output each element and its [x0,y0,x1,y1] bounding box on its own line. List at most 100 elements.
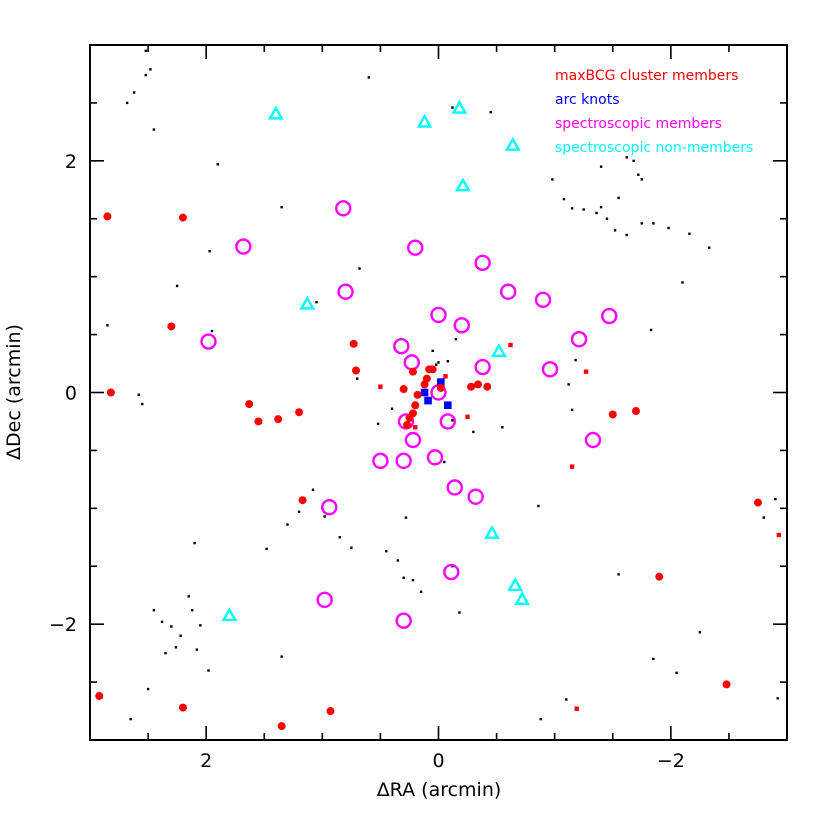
legend-entry: maxBCG cluster members [555,68,738,84]
maxbcg-cluster-members-small-point-2 [508,342,513,348]
maxbcg-cluster-members-point-11 [95,691,104,700]
maxbcg-cluster-members-point-29 [473,380,482,389]
field-galaxies-point-31 [265,547,268,551]
maxbcg-cluster-members-point-27 [467,382,476,391]
spectroscopic-members-point-29 [395,612,412,629]
field-galaxies-point-94 [539,717,542,721]
maxbcg-cluster-members-point-32 [655,572,664,581]
field-galaxies-point-66 [632,159,635,163]
field-galaxies-point-69 [617,196,620,200]
field-galaxies-point-93 [565,698,568,701]
field-galaxies-point-49 [454,338,458,341]
field-galaxies-point-53 [501,426,504,429]
field-galaxies-point-57 [367,76,370,79]
field-galaxies-point-14 [315,300,318,304]
field-galaxies-point-68 [640,178,643,181]
field-galaxies-point-44 [376,422,380,425]
maxbcg-cluster-members-point-34 [753,498,762,507]
field-galaxies-point-17 [152,609,156,612]
spectroscopic-members-point-22 [426,449,444,466]
spectroscopic-members-point-5 [500,283,517,300]
maxbcg-cluster-members-point-17 [413,390,422,399]
maxbcg-cluster-members-small-point-0 [378,384,383,389]
maxbcg-cluster-members-point-18 [411,401,420,410]
maxbcg-cluster-members-point-31 [631,407,640,416]
arc-knots-point-2 [437,378,445,386]
field-galaxies-point-24 [191,609,194,612]
field-galaxies-point-15 [358,267,361,270]
maxbcg-cluster-members-point-12 [178,703,187,712]
spectroscopic-non-members-point-4 [454,177,471,192]
field-galaxies-point-11 [280,205,283,209]
field-galaxies-point-42 [404,516,408,519]
spectroscopic-non-members-point-10 [221,607,238,622]
spectroscopic-members-point-11 [601,307,618,325]
spectroscopic-members-point-21 [395,452,412,470]
y-tick-label: −2 [49,614,77,636]
spectroscopic-members-point-23 [446,479,463,496]
maxbcg-cluster-members-point-10 [298,496,307,505]
field-galaxies-point-92 [776,697,779,700]
field-galaxies-point-25 [199,624,202,627]
field-galaxies-point-32 [286,523,289,526]
maxbcg-cluster-members-point-8 [349,339,358,348]
field-galaxies-point-96 [338,536,341,539]
field-galaxies-point-39 [402,576,405,580]
spectroscopic-non-members-point-3 [504,136,521,151]
field-galaxies-point-40 [411,578,415,582]
field-galaxies-point-85 [537,504,540,508]
maxbcg-cluster-members-point-28 [483,382,492,391]
x-tick-label: −2 [657,750,685,772]
maxbcg-cluster-members-small-point-7 [413,425,418,430]
field-galaxies-point-7 [137,393,140,397]
spectroscopic-members-point-10 [570,331,588,348]
field-galaxies-point-4 [125,101,129,105]
maxbcg-cluster-members-small-point-1 [465,414,470,420]
field-galaxies-point-47 [446,360,449,363]
field-galaxies-point-48 [431,349,434,352]
field-galaxies-point-0 [144,49,147,52]
x-tick-label: 0 [432,750,444,772]
field-galaxies-point-54 [443,460,446,464]
data-marks [95,49,782,731]
field-galaxies-point-27 [207,669,210,672]
x-axis-label: ΔRA (arcmin) [377,779,502,801]
arc-knots-point-3 [443,401,452,410]
field-galaxies-point-86 [617,573,620,576]
field-galaxies-point-75 [640,222,643,225]
spectroscopic-non-members-point-8 [507,576,524,592]
field-galaxies-point-30 [280,655,283,658]
field-galaxies-point-62 [582,208,585,211]
field-galaxies-point-60 [551,178,554,181]
y-axis-label: ΔDec (arcmin) [3,324,25,460]
arc-knots-point-1 [424,396,432,405]
field-galaxies-point-52 [472,430,475,434]
maxbcg-cluster-members-point-33 [722,680,731,689]
spectroscopic-members-point-25 [321,498,338,516]
spectroscopic-members-point-6 [534,291,552,309]
y-tick-label: 2 [65,151,77,173]
axis-ticks [90,45,787,740]
maxbcg-cluster-members-point-26 [436,383,445,392]
field-galaxies-point-71 [595,211,598,215]
field-galaxies-point-64 [599,165,603,168]
maxbcg-cluster-members-point-20 [405,413,414,422]
field-galaxies-point-26 [195,648,199,651]
field-galaxies-point-23 [187,595,190,598]
maxbcg-cluster-members-point-21 [403,420,412,429]
spectroscopic-members-point-0 [335,200,352,217]
maxbcg-cluster-members-point-16 [408,367,417,376]
field-galaxies-point-78 [688,232,691,236]
maxbcg-cluster-members-point-3 [106,388,115,397]
field-galaxies-point-84 [570,408,574,412]
field-galaxies-point-3 [132,91,136,94]
field-galaxies-point-41 [419,590,423,593]
field-galaxies-point-5 [152,128,156,131]
field-galaxies-point-22 [164,651,167,655]
spectroscopic-non-members-point-9 [514,590,531,605]
field-galaxies-point-38 [396,559,400,562]
field-galaxies-point-13 [175,284,179,288]
spectroscopic-members-point-14 [474,358,491,376]
field-galaxies-point-70 [599,205,603,209]
field-galaxies-point-74 [625,233,628,237]
